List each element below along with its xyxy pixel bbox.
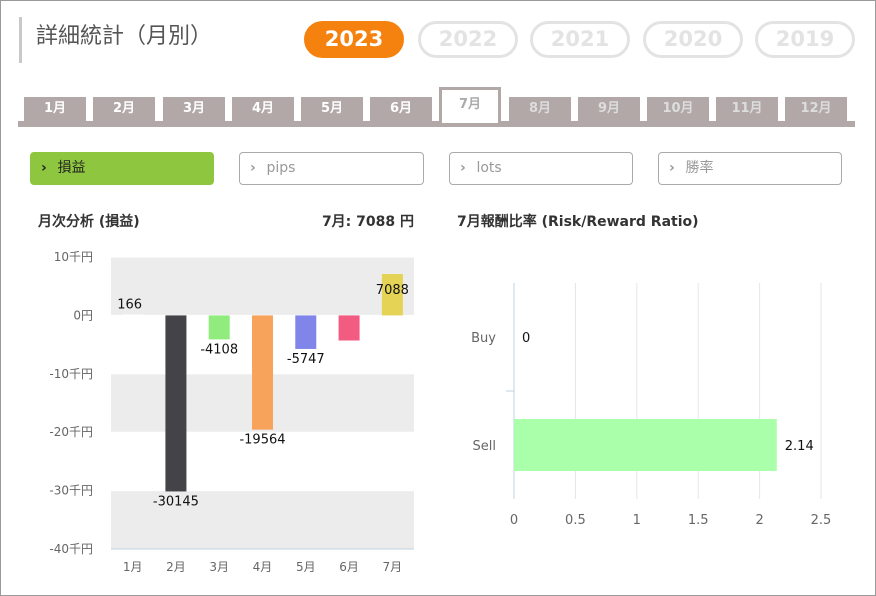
- bar-7月: [381, 274, 403, 316]
- x-tick-label: 2月: [166, 560, 186, 574]
- x-tick-label: 6月: [339, 560, 359, 574]
- grid-band: [111, 490, 414, 549]
- metric-label: 損益: [57, 160, 86, 176]
- ratio-chart-title: 7月報酬比率 (Risk/Reward Ratio): [457, 214, 699, 230]
- data-label: -5747: [287, 352, 325, 367]
- year-button-2019[interactable]: 2019: [755, 21, 855, 58]
- chevron-right-icon: ›: [460, 160, 466, 176]
- bar-4月: [252, 315, 273, 430]
- data-label: 166: [117, 297, 142, 312]
- y-tick-label: -10千円: [49, 367, 93, 381]
- x-tick-label: 4月: [253, 560, 273, 574]
- y-tick-label: -20千円: [49, 425, 93, 439]
- bar-1月: [122, 314, 144, 316]
- tab-month-5[interactable]: 5月: [301, 97, 363, 121]
- chevron-right-icon: ›: [669, 160, 675, 176]
- data-label: -30145: [153, 494, 199, 509]
- tab-month-4[interactable]: 4月: [232, 97, 294, 121]
- x-tick-label: 1月: [123, 560, 143, 574]
- y-tick-label: -30千円: [49, 484, 93, 498]
- year-button-2020[interactable]: 2020: [643, 21, 743, 58]
- year-button-2021[interactable]: 2021: [530, 21, 630, 58]
- year-button-2023[interactable]: 2023: [304, 21, 404, 58]
- x-tick-label: 5月: [296, 560, 316, 574]
- data-label: -4108: [200, 342, 238, 357]
- bar-3月: [208, 315, 230, 340]
- grid-band: [111, 257, 414, 316]
- tab-month-6[interactable]: 6月: [370, 97, 432, 121]
- tab-month-3[interactable]: 3月: [163, 97, 225, 121]
- data-label: 2.14: [785, 439, 814, 454]
- bar-2月: [165, 315, 187, 492]
- y-tick-label: -40千円: [49, 542, 93, 556]
- metric-label: lots: [476, 160, 502, 176]
- metric-button-winrate[interactable]: › 勝率: [658, 152, 842, 185]
- tab-month-7[interactable]: 7月: [439, 87, 501, 123]
- monthly-summary: 7月: 7088 円: [321, 214, 414, 230]
- year-button-2022[interactable]: 2022: [418, 21, 518, 58]
- y-tick-label: 0円: [73, 308, 93, 322]
- monthly-pnl-chart: 10千円 0円 -10千円 -20千円 -30千円 -40千円 166 1月 -30145 2月 -…: [49, 250, 414, 574]
- data-label: 7088: [376, 283, 409, 298]
- data-label: 0: [522, 331, 530, 346]
- y-tick-label: Buy: [471, 331, 496, 346]
- metric-button-profit[interactable]: › 損益: [30, 152, 214, 185]
- bar-Sell: [514, 419, 777, 471]
- tab-month-2[interactable]: 2月: [93, 97, 155, 121]
- bar-5月: [295, 315, 317, 349]
- metric-button-pips[interactable]: › pips: [239, 152, 424, 185]
- x-tick-label: 0.5: [565, 513, 586, 528]
- risk-reward-chart: 0 0.5 1 1.5 2 2.5 0 Buy 2.14 Sell: [471, 283, 832, 528]
- chevron-right-icon: ›: [41, 160, 47, 176]
- x-tick-label: 0: [510, 513, 518, 528]
- tab-month-12[interactable]: 12月: [785, 97, 847, 121]
- data-label: -19564: [239, 433, 285, 448]
- tab-month-9[interactable]: 9月: [578, 97, 640, 121]
- metric-button-lots[interactable]: › lots: [449, 152, 633, 185]
- month-tabs: 1月 2月 3月 4月 5月 6月 7月 8月 9月 10月 11月 12月: [18, 87, 855, 127]
- x-tick-label: 2: [755, 513, 763, 528]
- x-tick-label: 3月: [209, 560, 229, 574]
- y-tick-label: 10千円: [54, 250, 93, 264]
- y-tick-label: Sell: [473, 439, 496, 454]
- tab-month-11[interactable]: 11月: [716, 97, 778, 121]
- tab-month-1[interactable]: 1月: [24, 97, 86, 121]
- monthly-chart-title: 月次分析 (損益): [38, 214, 140, 230]
- tab-month-8[interactable]: 8月: [509, 97, 571, 121]
- x-tick-label: 2.5: [811, 513, 832, 528]
- bar-6月: [338, 315, 360, 341]
- metric-label: pips: [266, 160, 296, 176]
- x-tick-label: 1: [633, 513, 641, 528]
- metric-label: 勝率: [685, 160, 714, 176]
- x-tick-label: 1.5: [688, 513, 709, 528]
- chevron-right-icon: ›: [250, 160, 256, 176]
- page-title: 詳細統計（月別）: [19, 17, 212, 63]
- tab-month-10[interactable]: 10月: [647, 97, 709, 121]
- x-tick-label: 7月: [383, 560, 403, 574]
